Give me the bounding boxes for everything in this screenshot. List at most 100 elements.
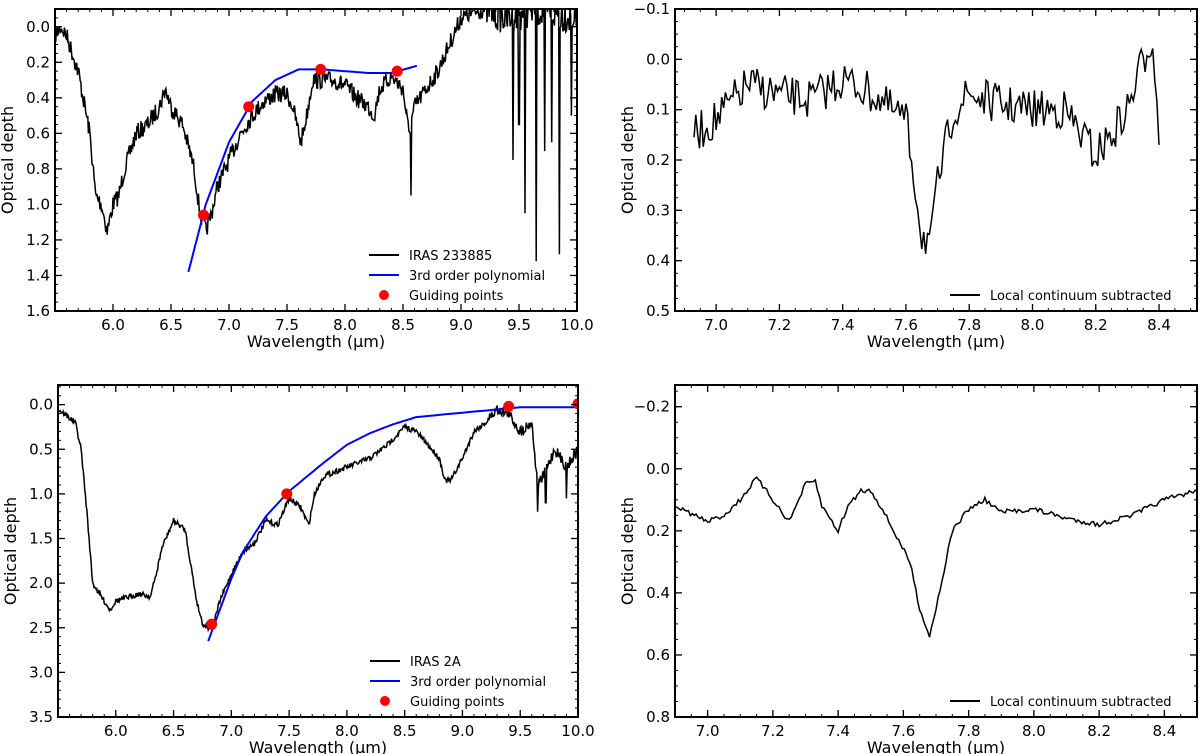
y-tick-label: 1.0 <box>26 195 50 213</box>
series-line-1 <box>675 476 1197 638</box>
guiding-point <box>243 101 255 113</box>
legend-label: 3rd order polynomial <box>410 675 546 690</box>
x-axis-label: Wavelength (µm) <box>867 738 1005 754</box>
y-tick-label: 1.2 <box>26 231 50 249</box>
guiding-point <box>503 400 515 412</box>
x-tick-label: 7.8 <box>957 316 981 334</box>
y-tick-label: 3.5 <box>29 708 53 726</box>
y-tick-label: 0.2 <box>26 53 50 71</box>
x-tick-label: 8.2 <box>1087 722 1111 740</box>
legend-swatch-marker <box>380 696 390 706</box>
y-axis-label: Optical depth <box>618 497 637 605</box>
y-tick-label: 0.0 <box>646 50 670 68</box>
legend-label: Guiding points <box>410 695 505 710</box>
y-tick-label: 0.5 <box>29 440 53 458</box>
x-tick-label: 10.0 <box>560 316 593 334</box>
y-tick-label: 0.6 <box>646 646 670 664</box>
y-tick-label: 0.4 <box>646 252 670 270</box>
y-tick-label: 1.5 <box>29 530 53 548</box>
y-tick-label: 0.3 <box>646 201 670 219</box>
x-tick-label: 8.0 <box>1021 316 1045 334</box>
x-tick-label: 8.0 <box>1022 722 1046 740</box>
x-tick-label: 8.0 <box>335 722 359 740</box>
x-tick-label: 7.5 <box>275 316 299 334</box>
chart-panel-1: 6.0 6.5 7.0 7.5 8.0 8.5 9.0 9.5 10.0 0.0 0.2 0.4 0.6… <box>0 8 594 351</box>
y-tick-label: 0.8 <box>26 160 50 178</box>
y-axis-label: Optical depth <box>1 497 20 605</box>
x-tick-label: 6.5 <box>162 722 186 740</box>
y-tick-label: 1.0 <box>29 485 53 503</box>
legend-label: Local continuum subtracted <box>990 695 1172 710</box>
y-tick-label: 0.0 <box>646 460 670 478</box>
legend-label: 3rd order polynomial <box>409 269 545 284</box>
chart-panel-4: 7.0 7.2 7.4 7.6 7.8 8.0 8.2 8.4 −0.2 0.0 0.2 0.4 0.6… <box>618 384 1198 754</box>
legend-label: IRAS 233885 <box>409 249 492 264</box>
legend-label: IRAS 2A <box>410 655 461 670</box>
axes-frame <box>57 384 579 718</box>
y-tick-label: 0.4 <box>26 89 50 107</box>
legend: Local continuum subtracted <box>950 695 1172 710</box>
x-tick-label: 7.0 <box>704 316 728 334</box>
y-tick-label: 0.8 <box>646 708 670 726</box>
y-tick-label: 0.6 <box>26 124 50 142</box>
series-line-2 <box>207 406 578 642</box>
guiding-point <box>572 398 578 410</box>
legend: Local continuum subtracted <box>950 289 1172 304</box>
x-axis-label: Wavelength (µm) <box>247 332 385 351</box>
guiding-point <box>315 63 327 75</box>
axes-frame <box>674 8 1198 312</box>
y-tick-label: 2.0 <box>29 574 53 592</box>
guiding-point <box>281 488 293 500</box>
x-tick-label: 7.0 <box>217 316 241 334</box>
x-tick-label: 7.2 <box>767 316 791 334</box>
x-tick-label: 8.4 <box>1152 722 1176 740</box>
x-tick-label: 9.0 <box>449 316 473 334</box>
y-tick-label: 0.2 <box>646 522 670 540</box>
x-tick-label: 7.8 <box>957 722 981 740</box>
legend-label: Guiding points <box>409 289 504 304</box>
x-tick-label: 7.0 <box>219 722 243 740</box>
x-tick-label: 7.0 <box>696 722 720 740</box>
y-axis-label: Optical depth <box>618 106 637 214</box>
x-axis-label: Wavelength (µm) <box>867 332 1005 351</box>
x-tick-label: 7.2 <box>761 722 785 740</box>
legend-swatch-marker <box>379 290 389 300</box>
x-tick-label: 9.5 <box>508 722 532 740</box>
chart-panel-2: 7.0 7.2 7.4 7.6 7.8 8.0 8.2 8.4 −0.1 0.0 0.1 0.2 0.3… <box>618 0 1198 351</box>
y-tick-label: 2.5 <box>29 619 53 637</box>
legend: IRAS 2A 3rd order polynomial Guiding point… <box>370 655 546 710</box>
x-tick-label: 7.4 <box>826 722 850 740</box>
y-tick-label: 0.5 <box>646 302 670 320</box>
y-tick-label: 1.4 <box>26 266 50 284</box>
y-tick-label: 0.1 <box>646 101 670 119</box>
y-tick-label: 0.0 <box>29 396 53 414</box>
legend-label: Local continuum subtracted <box>990 289 1172 304</box>
x-tick-label: 10.0 <box>561 722 594 740</box>
x-tick-label: 9.5 <box>507 316 531 334</box>
legend: IRAS 233885 3rd order polynomial Guiding p… <box>369 249 545 304</box>
axes-frame <box>674 384 1198 718</box>
x-tick-label: 6.0 <box>104 722 128 740</box>
guiding-point <box>206 618 218 630</box>
x-tick-label: 6.5 <box>159 316 183 334</box>
y-tick-label: 1.6 <box>26 302 50 320</box>
x-tick-label: 9.0 <box>451 722 475 740</box>
series-line-1 <box>55 9 577 262</box>
y-tick-label: 0.4 <box>646 584 670 602</box>
x-tick-label: 6.0 <box>101 316 125 334</box>
chart-panel-3: 6.0 6.5 7.0 7.5 8.0 8.5 9.0 9.5 10.0 0.0 0.5 1.0 1.5… <box>1 384 595 754</box>
x-tick-label: 8.2 <box>1084 316 1108 334</box>
x-tick-label: 8.0 <box>333 316 357 334</box>
y-tick-label: 0.0 <box>26 18 50 36</box>
guiding-point <box>391 65 403 77</box>
series-line-1 <box>693 46 1160 254</box>
y-tick-label: −0.2 <box>634 398 670 416</box>
guiding-point <box>197 209 209 221</box>
x-tick-label: 8.5 <box>391 316 415 334</box>
x-tick-label: 7.4 <box>831 316 855 334</box>
series-line-1 <box>58 405 578 633</box>
x-axis-label: Wavelength (µm) <box>249 738 387 754</box>
x-tick-label: 7.5 <box>277 722 301 740</box>
x-tick-label: 7.6 <box>894 316 918 334</box>
